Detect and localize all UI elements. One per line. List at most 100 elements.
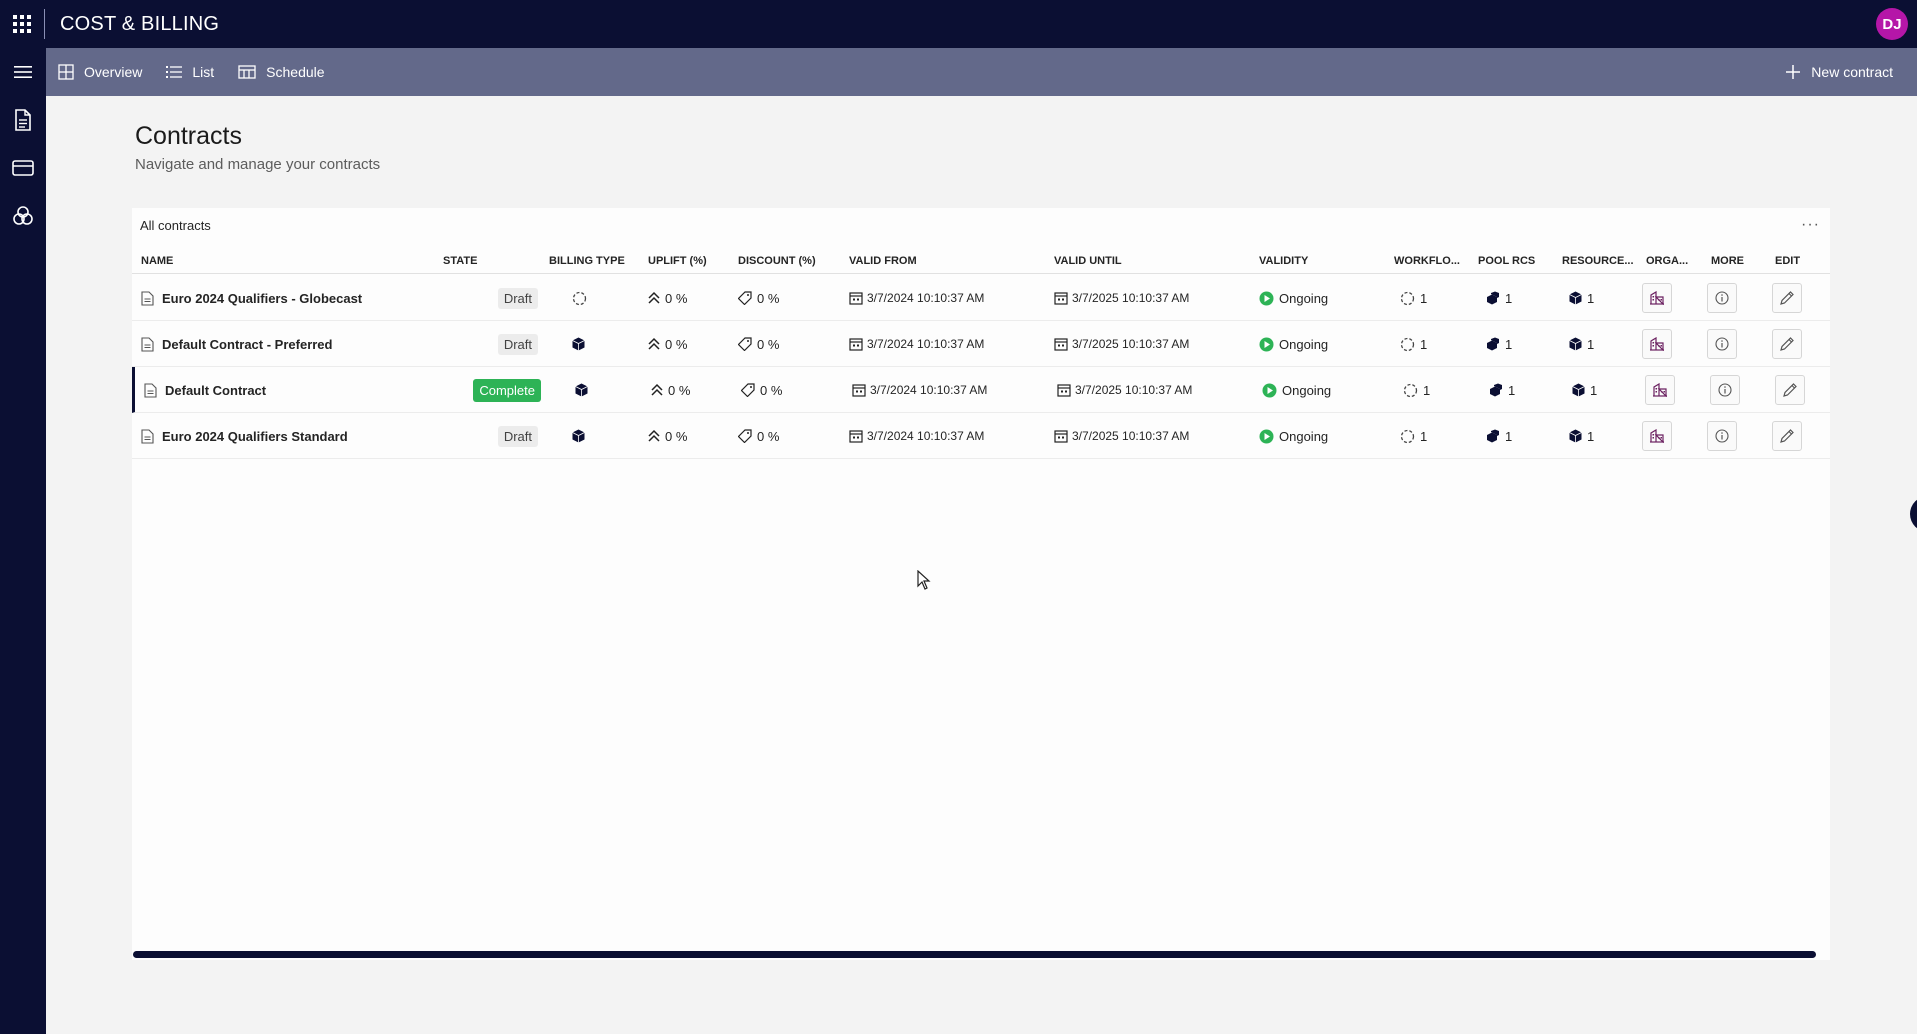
column-header-valid-until[interactable]: VALID UNTIL [1054, 255, 1122, 267]
edit-cell [1772, 321, 1802, 367]
info-button[interactable] [1707, 283, 1737, 313]
search-fab-button[interactable] [1910, 496, 1917, 532]
command-bar: Overview List Schedule New contract [46, 48, 1917, 96]
schedule-tab[interactable]: Schedule [226, 48, 336, 96]
more-cell [1707, 413, 1737, 459]
edit-button[interactable] [1772, 329, 1802, 359]
cubes-icon [1487, 337, 1499, 351]
valid-until-cell: 3/7/2025 10:10:37 AM [1054, 275, 1189, 321]
building-icon [1650, 291, 1664, 305]
info-button[interactable] [1710, 375, 1740, 405]
hamburger-menu-icon[interactable] [0, 48, 46, 96]
column-header-validity[interactable]: VALIDITY [1259, 255, 1309, 267]
column-header-discount[interactable]: DISCOUNT (%) [738, 255, 816, 267]
column-header-workflow[interactable]: WORKFLO... [1394, 255, 1460, 267]
uplift-chevrons-icon [648, 337, 660, 350]
resource-cell: 1 [1569, 321, 1594, 367]
valid-from-cell: 3/7/2024 10:10:37 AM [849, 275, 984, 321]
organization-button[interactable] [1642, 421, 1672, 451]
spinner-icon [572, 291, 587, 305]
column-header-state[interactable]: STATE [443, 255, 478, 267]
column-header-billing-type[interactable]: BILLING TYPE [549, 255, 625, 267]
overview-tab[interactable]: Overview [46, 48, 154, 96]
list-icon [166, 66, 183, 78]
uplift-value: 0 % [668, 382, 691, 398]
column-header-more[interactable]: MORE [1711, 255, 1744, 267]
edit-button[interactable] [1772, 421, 1802, 451]
contract-name-cell[interactable]: Euro 2024 Qualifiers - Globecast [141, 275, 362, 321]
valid-until-cell: 3/7/2025 10:10:37 AM [1054, 321, 1189, 367]
cubes-icon [1487, 429, 1499, 443]
billing-card-icon[interactable] [0, 144, 46, 192]
table-row[interactable]: Default Contract Complete 0 % 0 % 3/7/20… [132, 367, 1830, 413]
billing-type-cell [575, 367, 588, 413]
orga-cell [1645, 367, 1675, 413]
more-options-icon[interactable]: ··· [1801, 216, 1820, 233]
calendar-icon [1054, 338, 1068, 351]
table-row[interactable]: Euro 2024 Qualifiers Standard Draft 0 % … [132, 413, 1830, 459]
column-header-edit[interactable]: EDIT [1775, 255, 1801, 267]
table-row[interactable]: Euro 2024 Qualifiers - Globecast Draft 0… [132, 275, 1830, 321]
state-cell: Draft [132, 413, 538, 459]
more-cell [1710, 367, 1740, 413]
organization-button[interactable] [1642, 329, 1672, 359]
uplift-cell: 0 % [648, 413, 687, 459]
status-badge: Draft [497, 287, 538, 309]
contract-name-cell[interactable]: Default Contract - Preferred [141, 321, 332, 367]
discount-value: 0 % [757, 336, 780, 352]
list-tab[interactable]: List [154, 48, 226, 96]
info-button[interactable] [1707, 421, 1737, 451]
status-badge: Draft [497, 333, 538, 355]
overview-label: Overview [84, 64, 143, 80]
column-header-uplift[interactable]: UPLIFT (%) [648, 255, 707, 267]
cube-icon [572, 337, 585, 351]
resources-circles-icon[interactable] [0, 192, 46, 240]
workflow-cell: 1 [1403, 367, 1430, 413]
resource-cell: 1 [1572, 367, 1597, 413]
valid-from-value: 3/7/2024 10:10:37 AM [867, 429, 985, 443]
column-header-pool-rcs[interactable]: POOL RCS [1478, 255, 1536, 267]
orga-cell [1642, 321, 1672, 367]
column-header-name[interactable]: NAME [141, 255, 174, 267]
contracts-card: All contracts ··· NAME STATE BILLING TYP… [132, 208, 1917, 960]
valid-from-cell: 3/7/2024 10:10:37 AM [849, 321, 984, 367]
avatar[interactable]: DJ [1876, 8, 1908, 40]
edit-cell [1775, 367, 1805, 413]
top-bar: COST & BILLING DJ [0, 0, 1917, 48]
pencil-icon [1780, 337, 1794, 351]
contracts-document-icon[interactable] [0, 96, 46, 144]
table-title: All contracts [140, 218, 211, 233]
organization-button[interactable] [1642, 283, 1672, 313]
resource-cell: 1 [1569, 413, 1594, 459]
edit-button[interactable] [1772, 283, 1802, 313]
organization-button[interactable] [1645, 375, 1675, 405]
new-contract-button[interactable]: New contract [1773, 48, 1905, 96]
contract-name-cell[interactable]: Default Contract [144, 367, 266, 413]
list-label: List [192, 64, 215, 80]
app-title: COST & BILLING [60, 12, 220, 35]
horizontal-scrollbar[interactable] [133, 951, 1816, 958]
validity-cell: Ongoing [1259, 275, 1328, 321]
contract-name-cell[interactable]: Euro 2024 Qualifiers Standard [141, 413, 348, 459]
info-button[interactable] [1707, 329, 1737, 359]
table-row[interactable]: Default Contract - Preferred Draft 0 % 0… [132, 321, 1830, 367]
column-header-resource[interactable]: RESOURCE... [1562, 255, 1634, 267]
workflow-count: 1 [1420, 428, 1428, 444]
edit-cell [1772, 275, 1802, 321]
document-icon [141, 336, 154, 352]
calendar-icon [1057, 384, 1071, 397]
validity-value: Ongoing [1282, 382, 1332, 398]
valid-from-value: 3/7/2024 10:10:37 AM [870, 383, 988, 397]
column-header-valid-from[interactable]: VALID FROM [849, 255, 917, 267]
column-header-orga[interactable]: ORGA... [1646, 255, 1689, 267]
resource-count: 1 [1587, 290, 1595, 306]
cube-icon [575, 383, 588, 397]
page-subtitle: Navigate and manage your contracts [135, 156, 381, 173]
discount-cell: 0 % [738, 413, 779, 459]
edit-button[interactable] [1775, 375, 1805, 405]
app-launcher-icon[interactable] [0, 0, 44, 48]
pool-rcs-cell: 1 [1485, 321, 1512, 367]
state-cell: Complete [135, 367, 541, 413]
pencil-icon [1783, 383, 1797, 397]
new-contract-label: New contract [1811, 64, 1893, 80]
